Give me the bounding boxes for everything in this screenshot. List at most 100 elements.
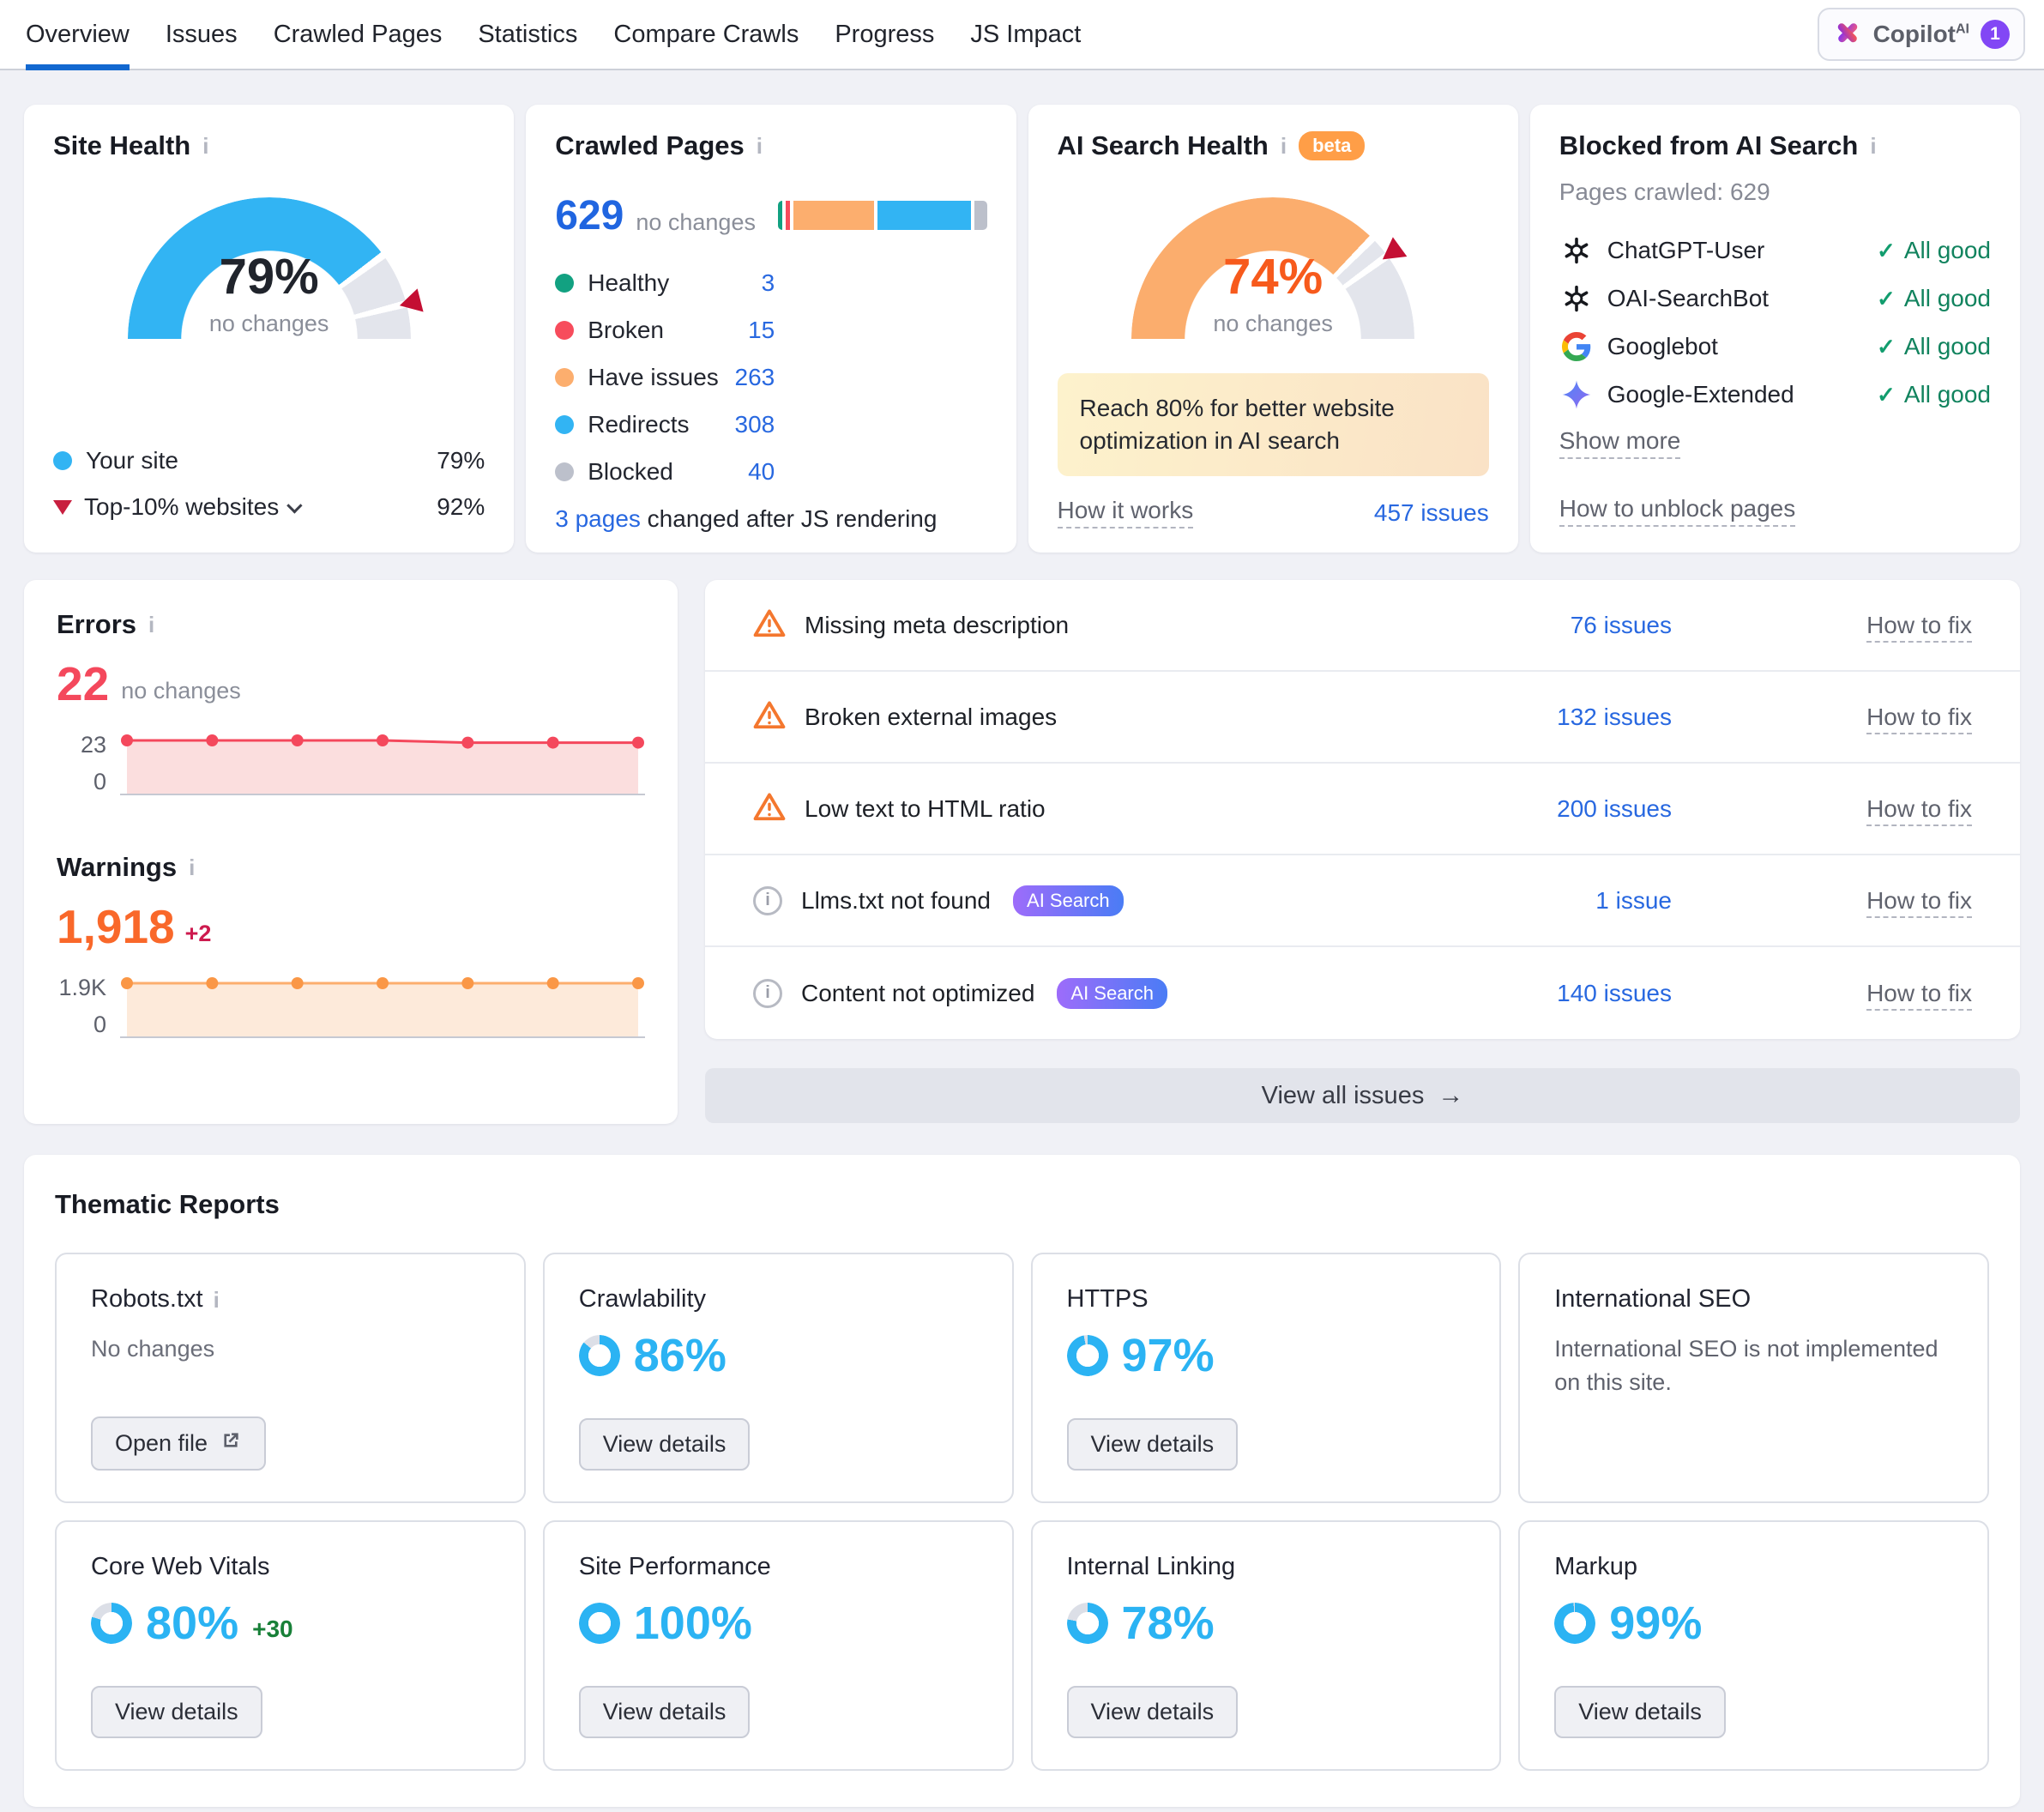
issue-count-link[interactable]: 140 issues	[1557, 979, 1672, 1006]
issue-title: Content not optimized	[801, 979, 1035, 1006]
ai-search-health-card: AI Search Health i beta 74% no changes R…	[1028, 105, 1518, 553]
chevron-down-icon[interactable]	[286, 497, 303, 514]
info-icon[interactable]: i	[189, 855, 196, 880]
how-it-works-link[interactable]: How it works	[1057, 497, 1194, 528]
site-health-gauge: 79% no changes	[127, 197, 424, 480]
thematic-reports-panel: Thematic Reports Robots.txt i No changes…	[24, 1155, 2020, 1807]
how-to-fix-link[interactable]: How to fix	[1866, 703, 1972, 734]
issue-title: Low text to HTML ratio	[805, 794, 1046, 822]
tab-js-impact-label: JS Impact	[970, 20, 1082, 48]
check-icon: ✓	[1877, 237, 1896, 263]
issue-count-link[interactable]: 76 issues	[1570, 611, 1672, 638]
tab-compare-crawls[interactable]: Compare Crawls	[613, 0, 799, 69]
info-icon[interactable]: i	[202, 133, 209, 159]
external-link-icon	[220, 1429, 242, 1458]
info-icon[interactable]: i	[148, 612, 155, 637]
legend-row-healthy: Healthy 3	[555, 259, 775, 306]
open-file-button[interactable]: Open file	[91, 1416, 267, 1471]
issue-row: Missing meta description 76 issues How t…	[705, 580, 2020, 672]
view-details-button[interactable]: View details	[1066, 1418, 1239, 1471]
issue-count-link[interactable]: 200 issues	[1557, 794, 1672, 822]
ai-issues-link[interactable]: 457 issues	[1373, 498, 1489, 526]
view-all-issues-button[interactable]: View all issues →	[705, 1068, 2020, 1123]
bot-row-googlebot: Googlebot ✓ All good	[1559, 323, 1991, 371]
view-details-button[interactable]: View details	[91, 1686, 262, 1738]
copilot-count-badge: 1	[1981, 20, 2010, 49]
warnings-block: Warnings i 1,918 +2 1.9K 0	[57, 852, 645, 1038]
markup-pct: 99%	[1609, 1598, 1703, 1649]
bar-segment-redirects	[877, 201, 972, 230]
copilot-button[interactable]: CopilotAI 1	[1817, 8, 2025, 61]
overview-content: Site Health i 79% no changes Your site 7…	[0, 70, 2044, 1807]
triangle-down-icon	[53, 499, 72, 515]
warnings-trend-chart	[120, 975, 645, 1038]
show-more-link[interactable]: Show more	[1559, 427, 1681, 459]
bot-status-label: All good	[1903, 285, 1991, 311]
tab-js-impact[interactable]: JS Impact	[970, 0, 1081, 69]
info-icon[interactable]: i	[756, 133, 763, 159]
site-performance-card: Site Performance 100% View details	[542, 1520, 1014, 1771]
bar-segment-broken	[785, 201, 791, 230]
how-to-fix-link[interactable]: How to fix	[1866, 794, 1972, 826]
view-details-button[interactable]: View details	[578, 1686, 751, 1738]
pages-crawled-note: Pages crawled: 629	[1559, 178, 1770, 205]
https-card: HTTPS 97% View details	[1030, 1253, 1502, 1503]
view-details-button[interactable]: View details	[578, 1418, 751, 1471]
your-site-value: 79%	[437, 447, 485, 474]
markup-title: Markup	[1554, 1553, 1637, 1580]
blocked-count-link[interactable]: 40	[748, 457, 775, 485]
bot-status-label: All good	[1903, 237, 1991, 263]
healthy-dot-icon	[555, 273, 575, 293]
view-details-label: View details	[1090, 1431, 1215, 1457]
bar-segment-healthy	[777, 201, 782, 230]
view-details-button[interactable]: View details	[1066, 1686, 1239, 1738]
robots-txt-note: No changes	[91, 1336, 215, 1362]
info-icon[interactable]: i	[1280, 133, 1287, 159]
have-issues-count-link[interactable]: 263	[734, 363, 775, 390]
tab-crawled-pages[interactable]: Crawled Pages	[274, 0, 443, 69]
crawled-pages-title: Crawled Pages	[555, 130, 745, 160]
view-details-label: View details	[602, 1431, 727, 1457]
your-site-label: Your site	[86, 447, 178, 474]
bot-row-chatgpt-user: ChatGPT-User ✓ All good	[1559, 226, 1991, 275]
issue-title: Missing meta description	[805, 611, 1070, 638]
js-changed-pages-link[interactable]: 3 pages	[555, 505, 641, 532]
healthy-count-link[interactable]: 3	[761, 269, 775, 296]
tab-overview-label: Overview	[26, 20, 130, 48]
tab-progress-label: Progress	[835, 20, 935, 48]
tab-overview[interactable]: Overview	[26, 0, 130, 70]
bot-status: ✓ All good	[1877, 285, 1991, 312]
gauge-arc	[127, 197, 411, 480]
core-web-vitals-title: Core Web Vitals	[91, 1553, 270, 1580]
issue-count-link[interactable]: 132 issues	[1557, 703, 1672, 730]
crawled-change: no changes	[636, 209, 756, 235]
info-icon[interactable]: i	[213, 1286, 220, 1313]
how-to-unblock-link[interactable]: How to unblock pages	[1559, 495, 1796, 527]
bot-name: ChatGPT-User	[1607, 237, 1765, 263]
healthy-label: Healthy	[588, 269, 670, 296]
how-to-fix-link[interactable]: How to fix	[1866, 979, 1972, 1011]
tab-statistics[interactable]: Statistics	[478, 0, 577, 69]
have-issues-label: Have issues	[588, 363, 719, 390]
axis-min-label: 0	[93, 1012, 106, 1037]
legend-row-redirects: Redirects 308	[555, 401, 775, 448]
how-to-fix-link[interactable]: How to fix	[1866, 611, 1972, 643]
view-details-button[interactable]: View details	[1554, 1686, 1726, 1738]
view-details-label: View details	[1090, 1699, 1215, 1724]
broken-count-link[interactable]: 15	[748, 316, 775, 343]
crawlability-title: Crawlability	[578, 1285, 707, 1313]
check-icon: ✓	[1877, 333, 1896, 359]
info-icon[interactable]: i	[1870, 133, 1877, 159]
redirects-label: Redirects	[588, 410, 690, 438]
how-to-fix-link[interactable]: How to fix	[1866, 886, 1972, 918]
bot-status: ✓ All good	[1877, 237, 1991, 264]
redirects-count-link[interactable]: 308	[734, 410, 775, 438]
issue-title: Broken external images	[805, 703, 1058, 730]
issue-count-link[interactable]: 1 issue	[1595, 886, 1672, 914]
tab-issues[interactable]: Issues	[166, 0, 238, 69]
bot-status-label: All good	[1903, 381, 1991, 408]
tab-progress[interactable]: Progress	[835, 0, 934, 69]
crawlability-donut	[578, 1335, 620, 1376]
bar-segment-have-issues	[793, 201, 874, 230]
broken-dot-icon	[555, 320, 575, 340]
